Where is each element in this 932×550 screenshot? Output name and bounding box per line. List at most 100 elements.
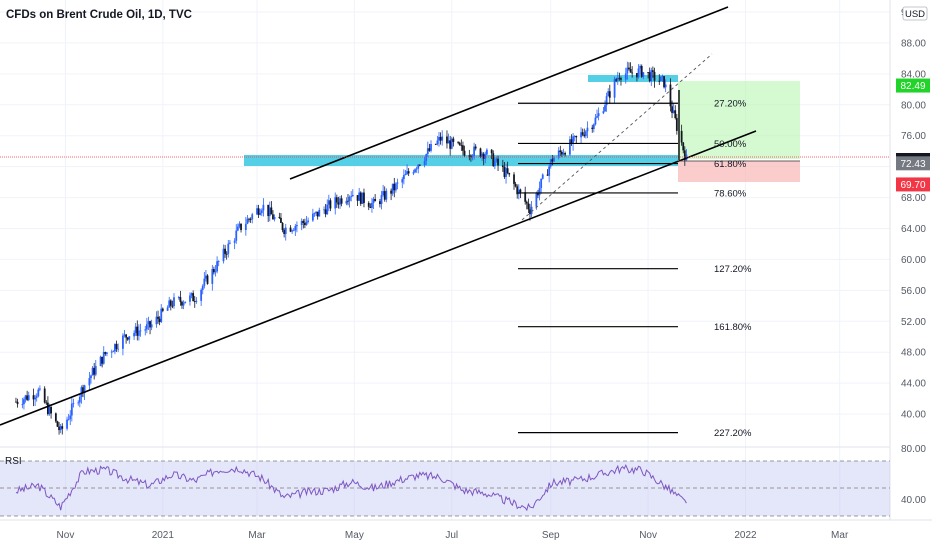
currency-box[interactable]: USD [902, 6, 928, 21]
candle-body [418, 164, 421, 166]
candle-body [273, 216, 276, 220]
candle-body [15, 401, 17, 403]
candle-body [326, 204, 329, 215]
candle-body [524, 192, 527, 202]
candle-body [414, 169, 416, 173]
candle-body [58, 426, 60, 431]
candle-body [537, 193, 539, 196]
candle-body [508, 172, 511, 175]
rsi-tick-label: 40.00 [901, 495, 926, 506]
candle-body [604, 105, 606, 112]
candle-body [367, 202, 370, 207]
candle-body [69, 415, 72, 420]
y-tick-label: 64.00 [901, 224, 926, 235]
candle-body [672, 110, 675, 113]
candle-body [327, 200, 330, 205]
candle-body [171, 305, 174, 307]
candle-body [664, 84, 667, 88]
candle-body [529, 209, 531, 215]
candle-body [128, 336, 131, 340]
candle-body [313, 213, 316, 214]
candle-body [385, 190, 388, 200]
candle-body [168, 300, 171, 308]
candle-body [27, 395, 30, 400]
candle-body [193, 301, 196, 302]
candle-body [201, 285, 204, 290]
candle-body [572, 136, 574, 144]
y-tick-label: 84.00 [901, 69, 926, 80]
price-tag [896, 78, 930, 93]
time-axis[interactable]: Nov 2021 Mar May Jul Sep Nov 2022 Mar [57, 530, 849, 541]
candle-body [206, 275, 209, 284]
candle-body [680, 130, 683, 143]
candle-body [126, 337, 129, 340]
candle-body [307, 220, 309, 223]
candle-body [80, 387, 83, 397]
candle-body [294, 226, 297, 231]
candle-body [639, 65, 642, 69]
candle-body [316, 211, 319, 217]
candle-body [351, 195, 354, 197]
candle-body [337, 202, 340, 205]
candle-body [303, 222, 306, 226]
candle-body [236, 226, 239, 231]
candle-body [468, 155, 471, 157]
candle-body [374, 198, 377, 202]
fib-label: 50.00% [714, 139, 747, 150]
x-tick-label: Nov [639, 530, 657, 541]
fib-label: 161.80% [714, 322, 752, 333]
candle-body [417, 164, 420, 169]
candle-body [372, 198, 375, 203]
candle-body [144, 329, 147, 331]
candle-body [233, 240, 236, 243]
support-band [244, 155, 678, 166]
candle-body [485, 149, 488, 155]
candle-body [584, 131, 587, 137]
candle-body [214, 271, 217, 273]
candle-body [527, 203, 530, 210]
rsi-tick-label: 80.00 [901, 444, 926, 455]
candle-body [101, 356, 104, 364]
candle-body [450, 138, 453, 149]
candle-body [434, 144, 437, 145]
candle-body [580, 132, 582, 138]
candle-body [43, 388, 46, 403]
candle-body [474, 146, 477, 149]
candle-body [626, 67, 629, 74]
x-tick-label: Mar [248, 530, 266, 541]
fib-label: 61.80% [714, 159, 747, 170]
x-tick-label: Nov [57, 530, 75, 541]
y-tick-label: 56.00 [901, 286, 926, 297]
candle-body [54, 413, 57, 422]
candle-body [24, 395, 27, 400]
candle-body [557, 150, 560, 158]
candle-body [45, 402, 48, 404]
candle-body [462, 145, 464, 151]
candle-body [564, 153, 567, 155]
candle-body [438, 136, 440, 141]
x-tick-label: May [345, 530, 364, 541]
y-tick-label: 40.00 [901, 410, 926, 421]
candle-body [177, 297, 180, 298]
candle-body [160, 308, 163, 322]
candle-body [661, 76, 664, 77]
candle-body [291, 230, 294, 232]
candle-body [602, 111, 605, 114]
candle-body [50, 406, 52, 414]
candle-body [90, 375, 92, 379]
candle-body [323, 209, 325, 211]
candle-body [70, 403, 73, 416]
candle-body [382, 191, 385, 195]
x-tick-label: Sep [542, 530, 560, 541]
candle-body [166, 307, 169, 311]
y-tick-label: 52.00 [901, 317, 926, 328]
channel-upper-line [289, 6, 729, 180]
candle-body [114, 343, 116, 352]
candle-body [615, 79, 618, 81]
candle-body [117, 348, 120, 350]
candle-body [436, 140, 439, 145]
candle-body [296, 225, 298, 227]
candle-body [423, 160, 426, 166]
candle-body [161, 308, 164, 311]
